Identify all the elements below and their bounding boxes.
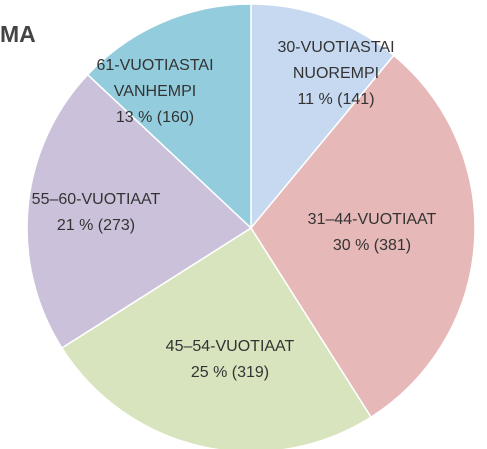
slice-label: 30-VUOTIASTAI bbox=[277, 39, 394, 56]
pie-slice bbox=[60, 226, 373, 449]
value-label: 21 % (273) bbox=[57, 217, 135, 234]
pie-slice bbox=[250, 3, 395, 231]
slice-label: VANHEMPI bbox=[114, 83, 196, 100]
pie-slice bbox=[86, 3, 252, 230]
slice-label: 45–54-VUOTIAAT bbox=[166, 338, 295, 355]
pie-slice bbox=[250, 54, 476, 419]
slice-label: 61-VUOTIASTAI bbox=[96, 57, 213, 74]
slice-label: 55–60-VUOTIAAT bbox=[32, 191, 161, 208]
value-label: 25 % (319) bbox=[191, 364, 269, 381]
pie-slice bbox=[26, 73, 253, 350]
slice-label: 31–44-VUOTIAAT bbox=[308, 211, 437, 228]
slice-label: NUOREMPI bbox=[293, 65, 379, 82]
value-label: 30 % (381) bbox=[333, 237, 411, 254]
value-label: 11 % (141) bbox=[297, 91, 374, 108]
value-label: 13 % (160) bbox=[116, 109, 194, 126]
chart-title: MA bbox=[0, 21, 36, 47]
